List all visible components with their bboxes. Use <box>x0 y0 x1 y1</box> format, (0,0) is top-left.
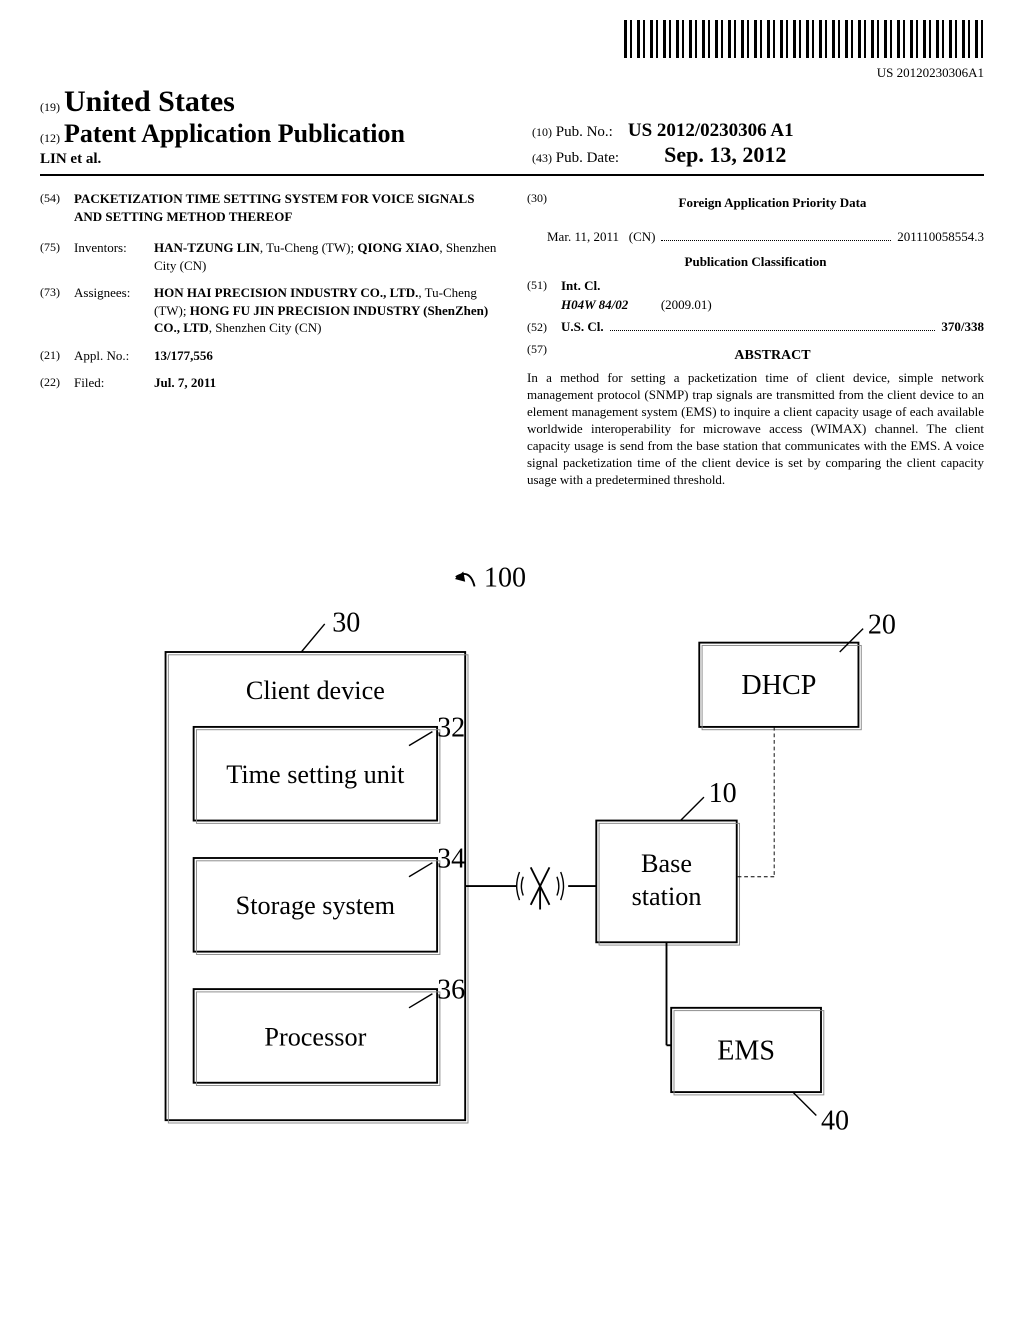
prefix-19: (19) <box>40 100 60 114</box>
applno: 13/177,556 <box>154 348 213 363</box>
ref-100: 100 <box>484 563 526 594</box>
box-storage-label: Storage system <box>236 892 395 921</box>
prefix-12: (12) <box>40 131 60 145</box>
barcode-region: US 20120230306A1 <box>40 20 984 81</box>
ref-20: 20 <box>868 610 896 641</box>
doc-type: Patent Application Publication <box>64 119 405 148</box>
pubclass-heading: Publication Classification <box>527 253 984 271</box>
box-time-label: Time setting unit <box>226 760 405 789</box>
prefix-10: (10) <box>532 125 552 139</box>
prefix-43: (43) <box>532 151 552 165</box>
authors-line: LIN et al. <box>40 151 492 168</box>
dotted-fill <box>661 240 891 241</box>
uscl-code: 370/338 <box>941 318 984 336</box>
dotted-fill-2 <box>610 330 936 331</box>
box-base-label: Base <box>641 849 692 878</box>
num-54: (54) <box>40 190 74 225</box>
box-processor-label: Processor <box>264 1023 366 1052</box>
divider <box>40 174 984 176</box>
ref-40: 40 <box>821 1106 849 1137</box>
filed-label: Filed: <box>74 374 154 392</box>
ref-36: 36 <box>437 975 465 1006</box>
abstract-heading: ABSTRACT <box>561 347 984 366</box>
num-52: (52) <box>527 319 561 335</box>
figure-diagram: 100 Client device 30 Time setting unit 3… <box>40 538 984 1183</box>
num-57: (57) <box>527 341 561 366</box>
num-75: (75) <box>40 239 74 274</box>
foreign-app: 201110058554.3 <box>897 228 984 246</box>
intcl-year: (2009.01) <box>661 297 712 312</box>
pub-no: US 2012/0230306 A1 <box>628 120 794 141</box>
country-title: United States <box>64 85 235 118</box>
assignees-label: Assignees: <box>74 284 154 337</box>
box-client-label: Client device <box>246 676 385 705</box>
patent-title: PACKETIZATION TIME SETTING SYSTEM FOR VO… <box>74 190 497 225</box>
num-21: (21) <box>40 347 74 365</box>
num-73: (73) <box>40 284 74 337</box>
intcl-code: H04W 84/02 <box>561 297 628 312</box>
uscl-label: U.S. Cl. <box>561 318 604 336</box>
foreign-date: Mar. 11, 2011 <box>547 228 619 246</box>
ref-32: 32 <box>437 713 465 744</box>
ref-10: 10 <box>709 778 737 809</box>
intcl-label: Int. Cl. <box>561 278 600 293</box>
inventors-value: HAN-TZUNG LIN, Tu-Cheng (TW); QIONG XIAO… <box>154 239 497 274</box>
barcode-icon <box>624 20 984 58</box>
filed-date: Jul. 7, 2011 <box>154 375 216 390</box>
num-30: (30) <box>527 190 561 218</box>
antenna-icon <box>517 868 564 910</box>
content-columns: (54) PACKETIZATION TIME SETTING SYSTEM F… <box>40 190 984 488</box>
abstract-text: In a method for setting a packetization … <box>527 370 984 488</box>
pub-date: Sep. 13, 2012 <box>664 142 786 167</box>
applno-label: Appl. No.: <box>74 347 154 365</box>
header: (19) United States (12) Patent Applicati… <box>40 85 984 168</box>
num-22: (22) <box>40 374 74 392</box>
left-column: (54) PACKETIZATION TIME SETTING SYSTEM F… <box>40 190 497 488</box>
box-station-label: station <box>632 882 702 911</box>
ref-30: 30 <box>332 608 360 639</box>
inventors-label: Inventors: <box>74 239 154 274</box>
pub-date-label: Pub. Date: <box>556 150 619 166</box>
barcode-number: US 20120230306A1 <box>40 65 984 81</box>
assignees-value: HON HAI PRECISION INDUSTRY CO., LTD., Tu… <box>154 284 497 337</box>
right-column: (30) Foreign Application Priority Data M… <box>527 190 984 488</box>
box-ems-label: EMS <box>717 1036 775 1067</box>
foreign-country: (CN) <box>629 228 656 246</box>
pub-no-label: Pub. No.: <box>556 124 613 140</box>
foreign-heading: Foreign Application Priority Data <box>561 194 984 212</box>
ref-34: 34 <box>437 844 465 875</box>
box-dhcp-label: DHCP <box>741 671 816 702</box>
num-51: (51) <box>527 277 561 295</box>
